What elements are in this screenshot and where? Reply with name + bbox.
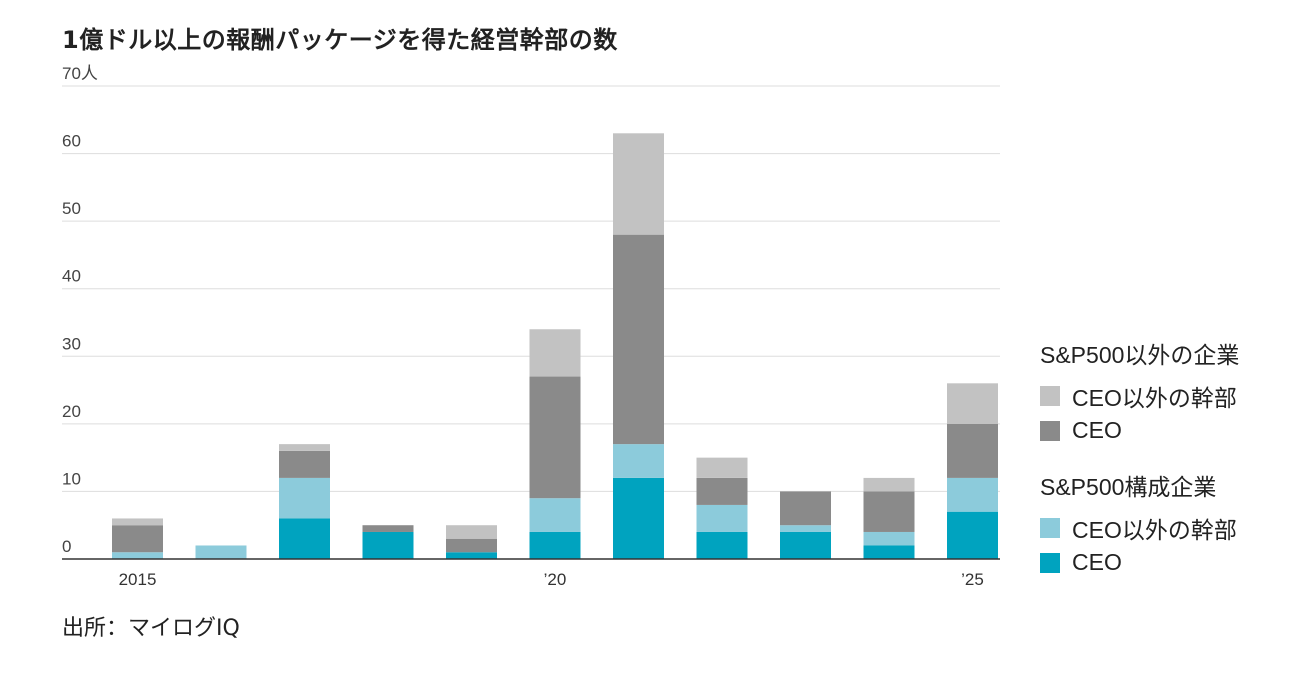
bar-segment [696, 504, 748, 532]
legend-group-title: S&P500構成企業 [1040, 474, 1217, 500]
bar-segment [112, 552, 163, 559]
legend-label: CEO以外の幹部 [1072, 384, 1237, 411]
y-tick-label: 20 [62, 402, 81, 421]
bar-segment [947, 477, 998, 512]
bar-segment [863, 545, 915, 559]
legend-label: CEO [1072, 417, 1122, 443]
y-tick-label: 0 [62, 537, 71, 556]
bar-segment [529, 498, 581, 532]
legend-item: CEO [1040, 545, 1290, 580]
bar-segment [947, 383, 998, 424]
legend: S&P500以外の企業 CEO以外の幹部 CEO S&P500構成企業 CEO以外の幹部… [1040, 336, 1290, 600]
bar-segment [613, 133, 664, 235]
bar-segment [362, 525, 414, 532]
bar-segment [947, 423, 998, 478]
bar-segment [696, 531, 748, 559]
legend-item: CEO以外の幹部 [1040, 378, 1290, 413]
bar-segment [279, 518, 330, 559]
bar-segment [613, 234, 664, 445]
bar-segment [529, 329, 581, 377]
bar-segment [613, 477, 664, 559]
y-tick-label: 70人 [62, 64, 98, 83]
y-tick-label: 40 [62, 267, 81, 286]
bar-segment [613, 444, 664, 478]
legend-swatch [1040, 385, 1060, 406]
bar-segment [863, 477, 915, 492]
y-tick-label: 50 [62, 199, 81, 218]
legend-item: CEO以外の幹部 [1040, 510, 1290, 545]
bar-segment [863, 531, 915, 546]
source-note: 出所：マイログIQ [62, 616, 240, 641]
y-tick-label: 60 [62, 132, 81, 151]
bar-segment [780, 491, 831, 526]
legend-group: S&P500以外の企業 CEO以外の幹部 CEO [1040, 336, 1290, 448]
bar-segment [696, 477, 748, 505]
y-axis-ticks: 0 10 20 30 40 50 60 70人 [62, 64, 98, 556]
bar-segment [446, 538, 497, 553]
bar-segment [529, 376, 581, 499]
chart-title: 1億ドル以上の報酬パッケージを得た経営幹部の数 [62, 26, 618, 54]
y-tick-label: 30 [62, 334, 81, 353]
bar-segment [780, 525, 831, 532]
bars [112, 133, 998, 559]
bar-segment [947, 511, 998, 559]
bar-segment [780, 531, 831, 559]
bar-segment [112, 518, 163, 526]
bar-segment [362, 531, 414, 559]
legend-label: CEO以外の幹部 [1072, 516, 1237, 543]
legend-label: CEO [1072, 549, 1122, 575]
bar-segment [279, 444, 330, 451]
legend-item: CEO [1040, 413, 1290, 448]
x-axis-ticks: 2015 ’20 ’25 [119, 570, 984, 589]
bar-segment [696, 457, 748, 478]
legend-group-title: S&P500以外の企業 [1040, 342, 1240, 368]
legend-swatch [1040, 420, 1060, 441]
x-tick-label: ’25 [961, 570, 984, 589]
legend-swatch [1040, 552, 1060, 573]
bar-segment [195, 545, 247, 559]
bar-segment [279, 450, 330, 478]
bar-segment [279, 477, 330, 519]
bar-segment [446, 525, 497, 539]
y-tick-label: 10 [62, 469, 81, 488]
bar-segment [446, 552, 497, 559]
bar-segment [112, 525, 163, 553]
legend-swatch [1040, 517, 1060, 538]
legend-group: S&P500構成企業 CEO以外の幹部 CEO [1040, 468, 1290, 580]
x-tick-label: 2015 [119, 570, 157, 589]
bar-segment [529, 531, 581, 559]
bar-segment [863, 491, 915, 532]
x-tick-label: ’20 [544, 570, 567, 589]
